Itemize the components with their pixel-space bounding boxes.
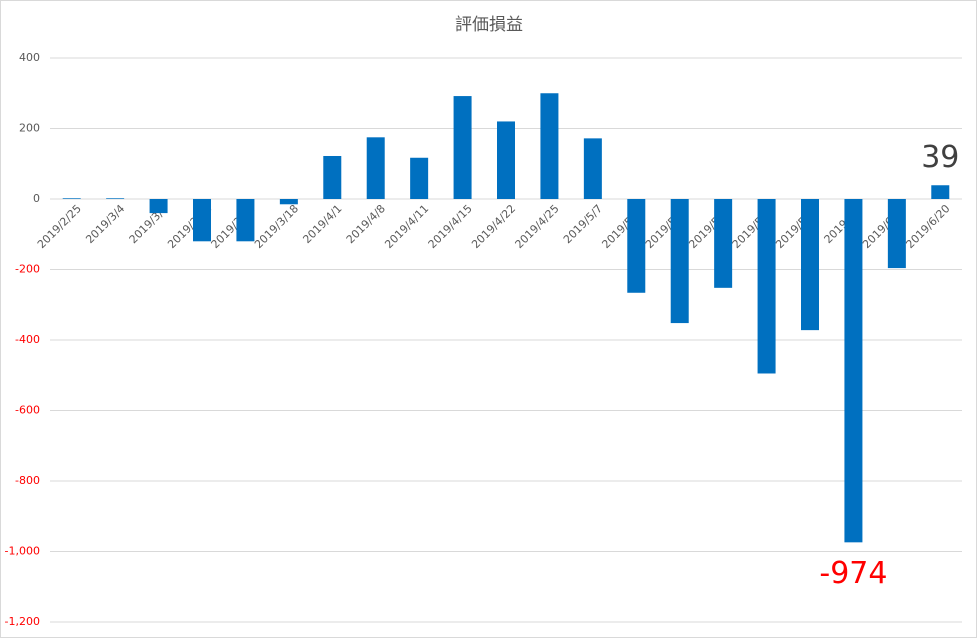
data-label: -974 (819, 556, 887, 591)
bar (670, 199, 689, 324)
bar (497, 121, 515, 199)
y-tick-label: 400 (19, 51, 40, 64)
y-tick-label: -1,200 (5, 615, 40, 628)
y-tick-label: -1,000 (5, 545, 40, 558)
bar (149, 199, 168, 214)
y-tick-label: 200 (19, 122, 40, 135)
bar (279, 199, 298, 205)
bar (844, 199, 863, 543)
bar (410, 157, 429, 199)
y-tick-label: -400 (15, 333, 40, 346)
bar (236, 199, 255, 242)
y-tick-label: -600 (15, 404, 40, 417)
bar (62, 198, 81, 199)
bar (757, 199, 776, 374)
bar (366, 137, 385, 199)
bar (887, 199, 906, 269)
y-tick-label: -800 (15, 474, 40, 487)
bar (931, 185, 950, 199)
bar (583, 138, 602, 199)
bar (453, 96, 472, 199)
bar (323, 155, 342, 199)
bar (714, 199, 733, 288)
bar (540, 93, 559, 199)
y-tick-label: 0 (33, 192, 40, 205)
bar (801, 199, 819, 331)
data-label: 39 (921, 140, 959, 175)
bar (106, 198, 125, 199)
y-tick-label: -200 (15, 263, 40, 276)
bar (193, 199, 211, 242)
bar (627, 199, 646, 293)
chart-title: 評価損益 (455, 15, 523, 35)
